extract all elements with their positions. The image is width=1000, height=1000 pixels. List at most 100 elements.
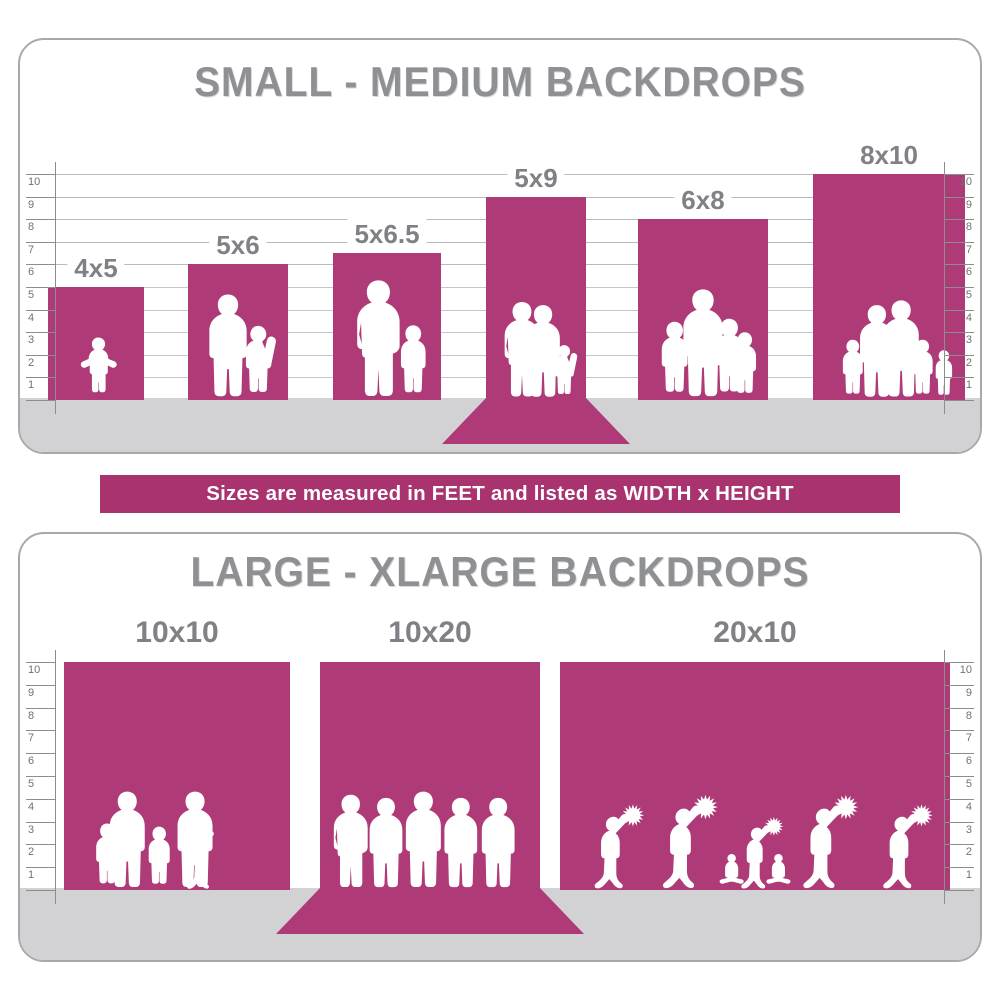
scale-tick [944,196,974,198]
scale-baseline [944,400,974,401]
scale-tick-label-2: 2 [965,846,972,859]
scale-left-bottom: 10 9 8 7 6 5 4 3 2 1 [26,650,56,904]
silhouette-group-5x6.5 [333,253,441,400]
scale-tick [26,753,56,755]
scale-tick-label-1: 1 [965,869,972,882]
scale-tick [26,844,56,846]
silhouette-group-10x10 [64,726,290,890]
backdrop-size-label-8x10: 8x10 [853,140,925,171]
scale-tick-label-4: 4 [28,311,35,324]
scale-tick-label-5: 5 [965,289,972,301]
scale-tick [944,753,974,755]
scale-tick-label-8: 8 [28,221,35,234]
scale-rail [944,650,945,904]
scale-tick-label-10: 10 [959,176,972,188]
scale-tick [944,798,974,800]
scale-tick [944,309,974,311]
scale-tick [944,776,974,777]
backdrop-size-label-5x6.5: 5x6.5 [347,219,427,251]
scale-tick [944,730,974,732]
scale-tick [26,332,56,334]
scale-tick-label-1: 1 [965,379,972,392]
scale-tick-label-9: 9 [28,686,35,699]
scale-tick-label-2: 2 [28,356,35,369]
scale-tick [26,662,56,663]
scale-tick [26,776,56,777]
scale-tick [26,196,56,198]
scale-tick-label-1: 1 [28,379,35,392]
scale-tick [944,264,974,266]
gridline-10ft [56,174,944,175]
panel-title-large-xlarge: LARGE - XLARGE BACKDROPS [190,548,810,595]
scale-tick-label-9: 9 [965,198,972,211]
scale-tick-label-2: 2 [28,846,35,859]
backdrop-size-label-5x9: 5x9 [507,162,565,194]
backdrop-size-label-10x20: 10x20 [381,616,479,650]
silhouette-group-20x10 [560,726,950,890]
scale-tick-label-7: 7 [965,732,972,745]
scale-tick-label-3: 3 [28,334,35,347]
scale-tick [26,867,56,869]
silhouette-group-4x5 [48,287,144,400]
scale-tick-label-6: 6 [28,266,35,279]
backdrop-size-label-4x5: 4x5 [67,253,125,284]
scale-tick [26,174,56,175]
scale-tick [944,821,974,823]
scale-tick [944,174,974,175]
scale-tick [26,798,56,800]
scale-tick-label-4: 4 [965,800,972,813]
scale-tick [26,730,56,732]
panel-large-xlarge: LARGE - XLARGE BACKDROPS 10 9 8 7 6 5 4 3 2 1 10 9… [18,532,982,962]
scale-tick-label-4: 4 [28,800,35,813]
scale-tick [944,332,974,334]
scale-tick [944,707,974,709]
scale-tick-label-2: 2 [965,356,972,369]
scale-tick-label-4: 4 [965,311,972,324]
scale-tick [944,219,974,221]
scale-tick [26,309,56,311]
scale-tick-label-8: 8 [28,709,35,722]
scale-tick [944,377,974,379]
scale-rail [944,162,945,414]
scale-tick-label-5: 5 [28,289,35,301]
scale-tick [26,264,56,266]
scale-left-top: 10 9 8 7 6 5 4 3 2 1 [26,162,56,414]
scale-tick-label-1: 1 [28,869,35,882]
scale-baseline [26,890,56,891]
scale-tick-label-7: 7 [28,243,35,256]
scale-rail [55,650,56,904]
backdrop-size-label-6x8: 6x8 [674,185,732,217]
silhouette-group-5x9 [486,237,586,400]
scale-tick-label-10: 10 [28,664,41,676]
scale-tick [26,219,56,221]
scale-tick-label-7: 7 [965,243,972,256]
scale-tick [26,821,56,823]
scale-tick-label-5: 5 [965,778,972,790]
scale-tick-label-10: 10 [959,664,972,676]
units-banner-text: Sizes are measured in FEET and listed as… [206,482,794,505]
panel-small-medium: SMALL - MEDIUM BACKDROPS 10 9 8 7 6 5 4 3 2 1 10 9… [18,38,982,454]
scale-baseline [944,890,974,891]
scale-right-top: 10 9 8 7 6 5 4 3 2 1 [944,162,974,414]
backdrop-size-label-10x10: 10x10 [128,616,226,650]
scale-tick [944,684,974,686]
silhouette-group-8x10 [813,237,965,400]
panel-title-small-medium: SMALL - MEDIUM BACKDROPS [194,58,806,105]
scale-tick [944,354,974,356]
scale-tick-label-8: 8 [965,709,972,722]
silhouette-group-10x20 [320,726,540,890]
scale-tick-label-9: 9 [28,198,35,211]
scale-tick-label-8: 8 [965,221,972,234]
scale-tick-label-10: 10 [28,176,41,188]
scale-tick [26,354,56,356]
scale-tick [26,707,56,709]
backdrop-size-label-20x10: 20x10 [706,616,804,650]
scale-tick [944,287,974,288]
scale-tick-label-3: 3 [28,823,35,836]
units-banner: Sizes are measured in FEET and listed as… [100,475,900,513]
scale-tick-label-5: 5 [28,778,35,790]
scale-tick [26,377,56,379]
scale-baseline [26,400,56,401]
backdrop-floor-sweep-10x20 [276,888,584,934]
scale-tick-label-7: 7 [28,732,35,745]
